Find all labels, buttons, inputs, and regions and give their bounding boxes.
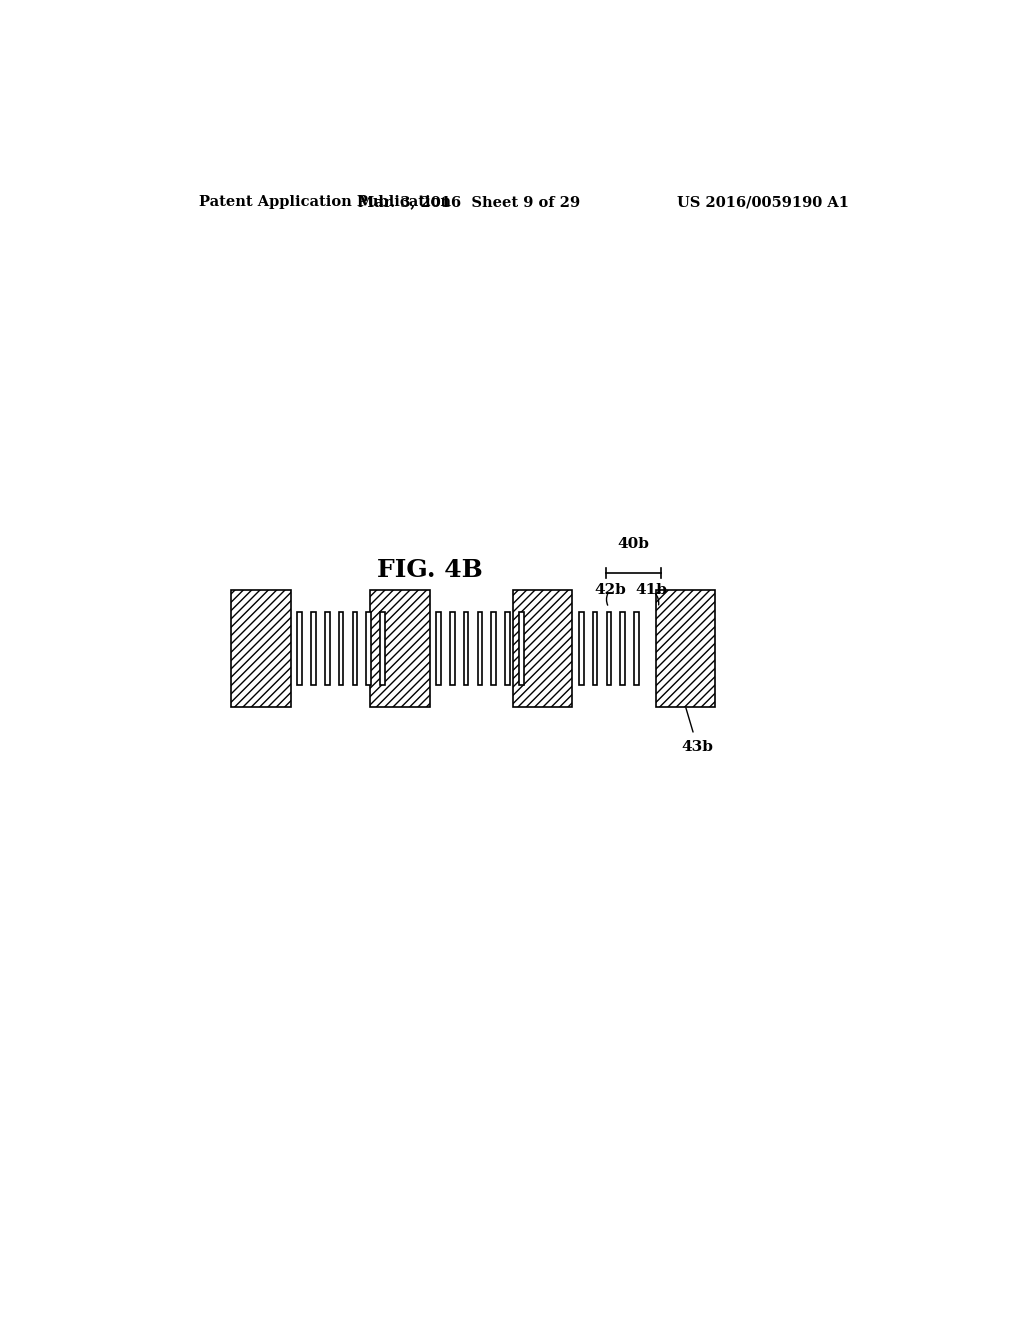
Bar <box>436 611 440 685</box>
Bar <box>370 590 430 708</box>
Bar <box>450 611 455 685</box>
Bar <box>464 611 468 685</box>
Bar <box>655 590 715 708</box>
Bar <box>231 590 291 708</box>
Text: Mar. 3, 2016  Sheet 9 of 29: Mar. 3, 2016 Sheet 9 of 29 <box>358 195 581 209</box>
Bar <box>492 611 497 685</box>
Bar <box>352 611 357 685</box>
Text: Patent Application Publication: Patent Application Publication <box>200 195 452 209</box>
Text: 41b: 41b <box>636 583 668 597</box>
Bar <box>655 590 715 708</box>
Bar <box>593 611 597 685</box>
Bar <box>606 611 611 685</box>
Text: 42b: 42b <box>595 583 627 597</box>
Bar <box>634 611 639 685</box>
Bar <box>621 611 626 685</box>
Bar <box>513 590 572 708</box>
Bar <box>311 611 315 685</box>
Text: US 2016/0059190 A1: US 2016/0059190 A1 <box>677 195 849 209</box>
Bar <box>370 590 430 708</box>
Text: 43b: 43b <box>682 739 714 754</box>
Bar <box>367 611 372 685</box>
Bar <box>325 611 330 685</box>
Bar <box>579 611 584 685</box>
Bar <box>339 611 343 685</box>
Bar <box>297 611 302 685</box>
Bar <box>231 590 291 708</box>
Bar <box>506 611 510 685</box>
Text: FIG. 4B: FIG. 4B <box>377 558 482 582</box>
Bar <box>519 611 524 685</box>
Text: 40b: 40b <box>617 537 649 550</box>
Bar <box>477 611 482 685</box>
Bar <box>513 590 572 708</box>
Bar <box>380 611 385 685</box>
